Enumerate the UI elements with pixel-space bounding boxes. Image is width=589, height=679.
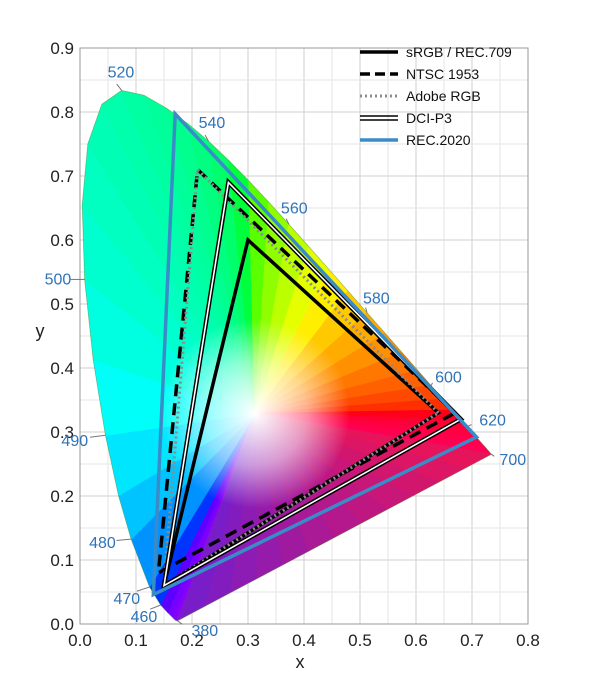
wavelength-label: 490 — [61, 433, 88, 450]
x-tick-label: 0.3 — [236, 631, 260, 650]
plot-frame — [79, 47, 529, 625]
wavelength-tick — [204, 134, 210, 142]
x-tick-label: 0.8 — [516, 631, 540, 650]
wavelength-tick — [136, 586, 150, 592]
wavelength-label: 540 — [199, 115, 226, 132]
series-rec-2020 — [151, 109, 480, 598]
x-tick-label: 0.7 — [460, 631, 484, 650]
wavelength-label: 520 — [108, 64, 135, 81]
x-tick-label: 0.1 — [124, 631, 148, 650]
wavelength-label: 500 — [45, 271, 72, 288]
y-tick-label: 0.6 — [50, 231, 74, 250]
legend-label: Adobe RGB — [406, 88, 481, 104]
y-tick-label: 0.4 — [50, 359, 74, 378]
legend-label: NTSC 1953 — [406, 66, 479, 82]
wavelength-tick — [116, 538, 132, 541]
legend-label: sRGB / REC.709 — [406, 44, 512, 60]
wavelength-tick — [467, 424, 472, 428]
wavelength-label: 380 — [191, 623, 218, 640]
watermark-text: 大鱼号/ITBear科技 — [471, 653, 582, 669]
white-point-glow — [160, 318, 351, 509]
series-ntsc-1953 — [156, 165, 459, 576]
y-tick-label: 0.8 — [50, 103, 74, 122]
legend: sRGB / REC.709 NTSC 1953 Adobe RGB DCI-P3 RE… — [360, 44, 512, 148]
x-axis-title: x — [296, 652, 305, 672]
legend-label: DCI-P3 — [406, 110, 452, 126]
wavelength-label: 460 — [131, 609, 158, 626]
y-axis-title: y — [36, 321, 45, 341]
wavelength-tick — [285, 218, 290, 225]
wavelength-label: 600 — [435, 370, 462, 387]
x-tick-label: 0.2 — [180, 631, 204, 650]
wavelength-tick — [365, 307, 368, 313]
wavelength-label: 480 — [89, 535, 116, 552]
x-tick-label: 0.0 — [68, 631, 92, 650]
series-adobe-rgb — [162, 166, 441, 589]
x-tick-label: 0.6 — [404, 631, 428, 650]
wavelength-label: 580 — [363, 291, 390, 308]
y-tick-label: 0.3 — [50, 423, 74, 442]
locus-fill — [82, 90, 492, 621]
wavelength-label: 700 — [499, 452, 526, 469]
wavelength-label: 470 — [113, 591, 140, 608]
wavelength-label: 620 — [479, 413, 506, 430]
y-tick-label: 0.9 — [50, 39, 74, 58]
x-tick-label: 0.4 — [292, 631, 316, 650]
y-tick-label: 0.0 — [50, 615, 74, 634]
series-dci-p3-inner — [162, 180, 463, 588]
x-tick-label: 0.5 — [348, 631, 372, 650]
y-tick-label: 0.7 — [50, 167, 74, 186]
color-fill — [82, 90, 492, 621]
wavelength-tick — [89, 434, 106, 438]
y-tick-label: 0.1 — [50, 551, 74, 570]
wavelength-tick — [116, 83, 123, 91]
wavelength-tick — [149, 604, 161, 610]
wavelength-label: 560 — [281, 200, 308, 217]
wavelength-tick — [491, 453, 495, 457]
wavelength-tick — [177, 620, 183, 625]
gamut-triangles — [151, 109, 480, 598]
axes: 0.0 0.1 0.2 0.3 0.4 0.5 0.6 0.7 0.8 0.0 0.1 0.2 0.3 0… — [50, 39, 539, 650]
y-tick-label: 0.5 — [50, 295, 74, 314]
legend-label: REC.2020 — [406, 132, 471, 148]
wavelength-tick — [430, 382, 433, 386]
y-tick-label: 0.2 — [50, 487, 74, 506]
